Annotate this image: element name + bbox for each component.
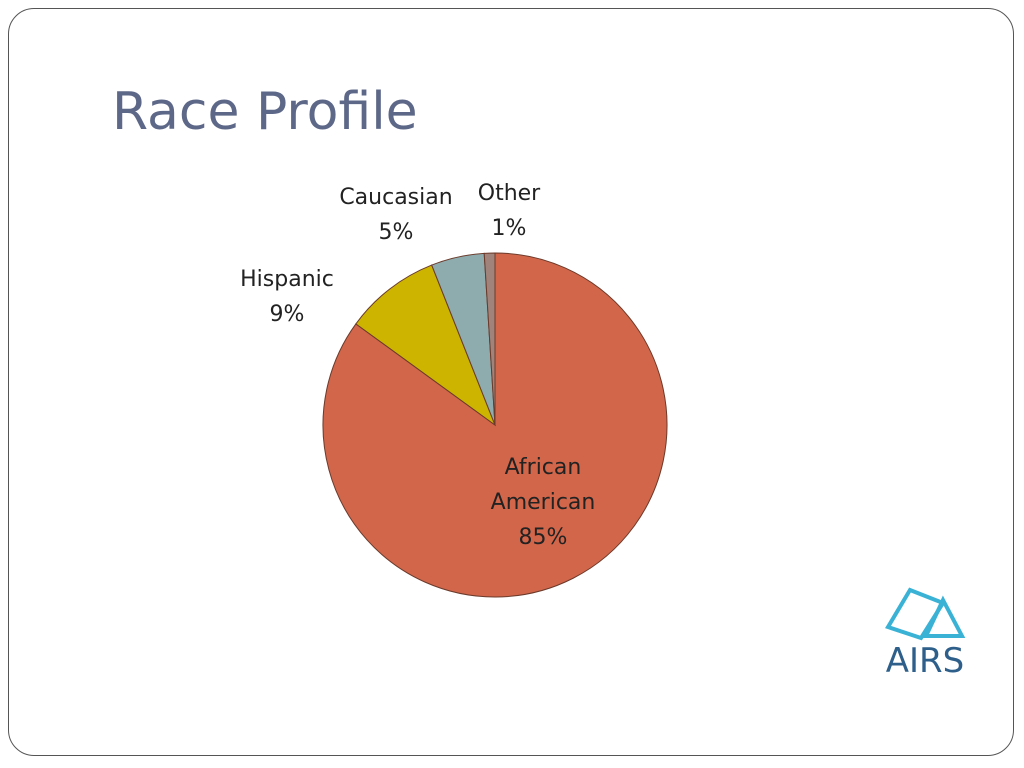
logo (885, 587, 966, 641)
pie-slice (483, 252, 496, 426)
slice-label: Other 1% (464, 176, 554, 246)
category-label: Caucasian (339, 185, 453, 210)
value-label: 1% (491, 216, 527, 241)
pie-slice (355, 264, 497, 427)
value-label: 5% (378, 220, 414, 245)
value-label: 9% (269, 302, 305, 327)
slice-label: African American 85% (478, 450, 608, 555)
slice-label: Caucasian 5% (331, 180, 461, 250)
logo-text: AIRS (886, 641, 965, 681)
category-label: African American (490, 455, 596, 515)
category-label: Hispanic (240, 267, 334, 292)
value-label: 85% (518, 525, 568, 550)
chart-title: Race Profile (112, 82, 418, 142)
category-label: Other (477, 181, 541, 206)
slice-label: Hispanic 9% (227, 262, 347, 332)
